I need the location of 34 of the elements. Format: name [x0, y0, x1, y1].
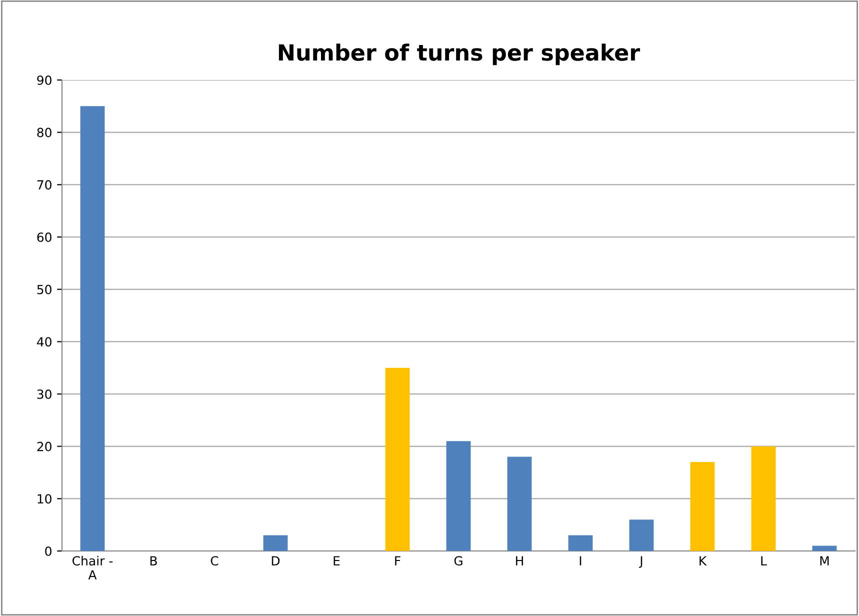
x-tick-label: G	[454, 556, 462, 566]
y-tick-label: 10	[38, 494, 52, 504]
y-tick-label: 50	[37, 284, 52, 294]
bar	[751, 446, 776, 551]
chart-title: Number of turns per speaker	[278, 44, 640, 66]
bar	[690, 462, 715, 551]
x-tick-label: J	[639, 556, 642, 568]
x-tick-label: I	[580, 556, 582, 566]
x-tick-label: C	[210, 556, 218, 566]
y-tick-label: 40	[36, 337, 52, 347]
y-tick-label: 60	[37, 232, 52, 242]
bar	[80, 106, 105, 551]
x-tick-label: B	[150, 556, 157, 566]
x-tick-label: L	[761, 556, 767, 566]
x-tick-label: H	[516, 556, 523, 566]
bar	[568, 535, 593, 551]
bar	[507, 456, 532, 551]
x-tick-label: M	[820, 556, 829, 566]
x-tick-label: K	[700, 556, 707, 566]
x-tick-label: F	[395, 556, 400, 566]
bar	[446, 441, 471, 551]
bar	[263, 535, 288, 551]
y-tick-label: 30	[37, 389, 52, 399]
y-tick-label: 0	[45, 546, 52, 556]
y-tick-label: 90	[37, 75, 52, 85]
y-tick-label: 80	[37, 128, 52, 138]
y-tick-label: 70	[37, 180, 52, 190]
x-tick-label: D	[272, 556, 280, 566]
x-tick-label: E	[334, 556, 340, 566]
bar	[385, 368, 410, 551]
bar	[629, 520, 654, 551]
y-tick-label: 20	[37, 442, 52, 452]
bar	[812, 546, 837, 551]
x-tick-label: Chair - A	[72, 556, 113, 580]
